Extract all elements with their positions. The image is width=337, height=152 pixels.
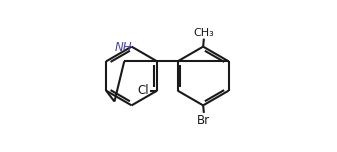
Text: Cl: Cl [137, 84, 149, 97]
Text: NH: NH [115, 41, 132, 54]
Text: Br: Br [197, 114, 210, 127]
Text: CH₃: CH₃ [193, 28, 214, 38]
